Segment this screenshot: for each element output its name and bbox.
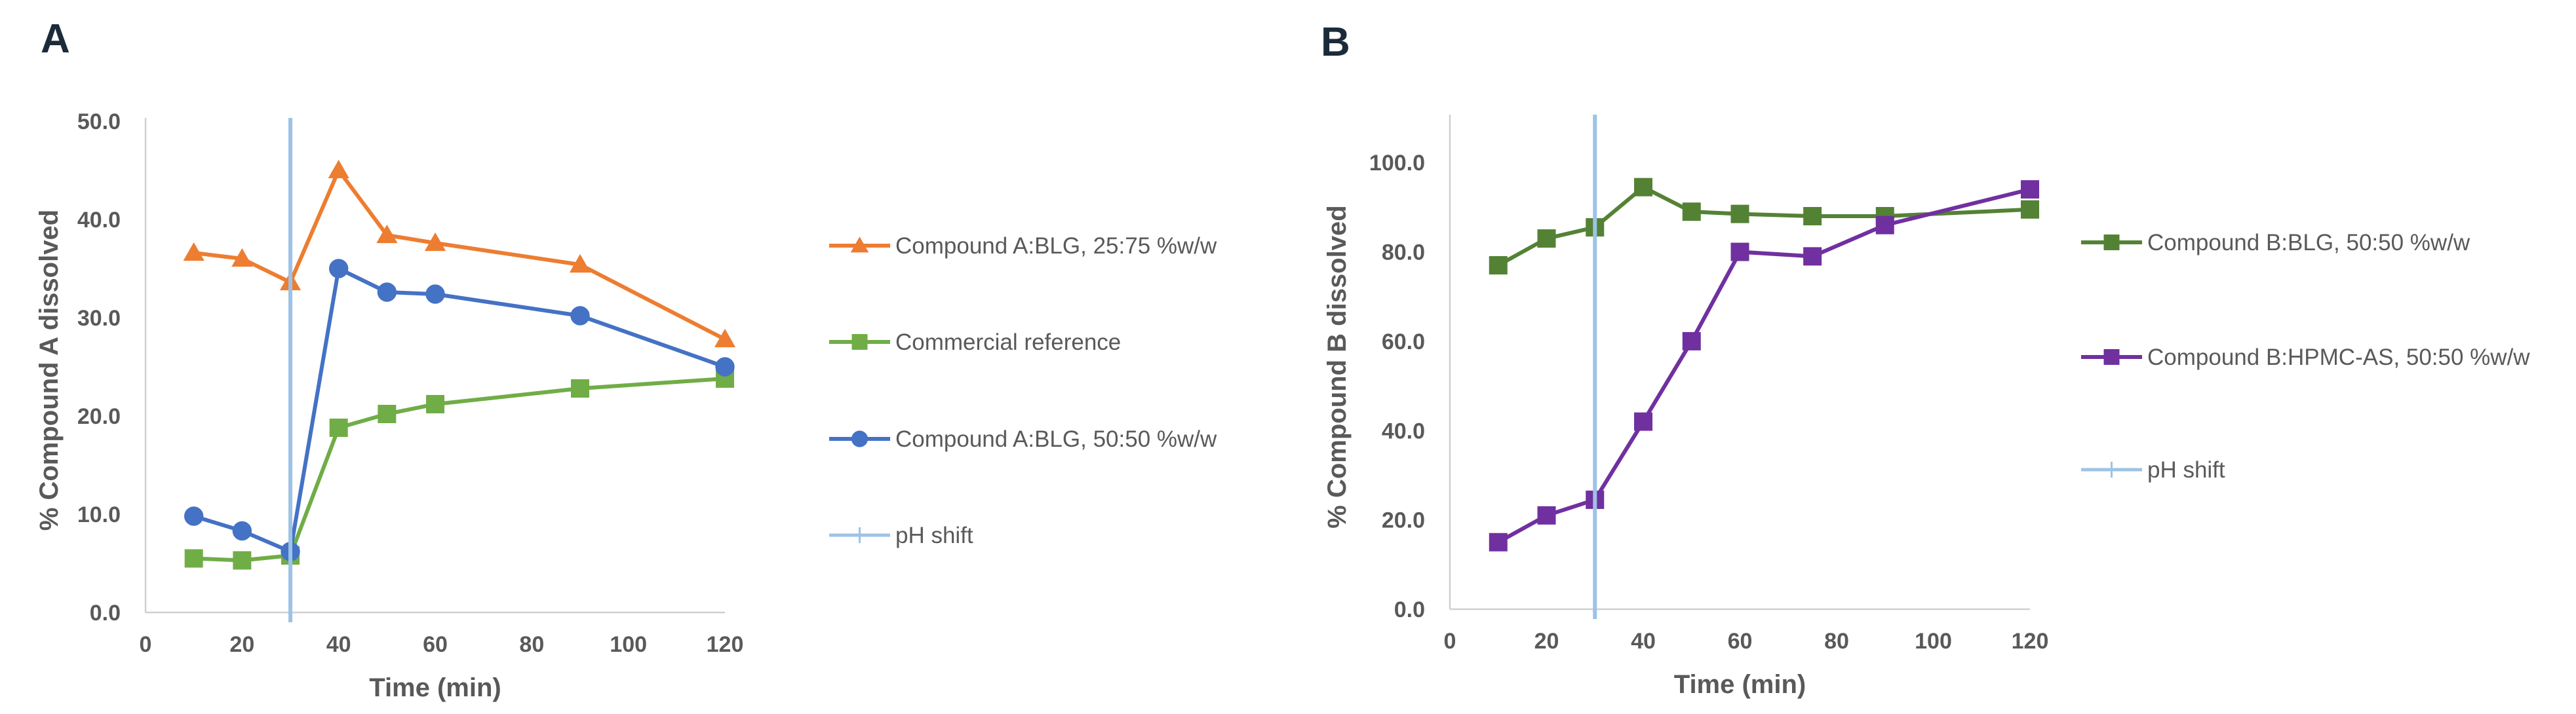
legend-entry-ph-shift: pH shift xyxy=(2081,457,2225,483)
data-point-commercial-reference xyxy=(378,405,397,423)
series-compound-b-blg-50-50-w-w xyxy=(1489,178,2039,274)
x-tick-label: 100 xyxy=(610,632,647,657)
data-point-compound-a-blg-50-50-w-w xyxy=(232,521,252,541)
legend-label: Compound B:BLG, 50:50 %w/w xyxy=(2147,230,2470,255)
data-point-compound-b-blg-50-50-w-w xyxy=(2021,200,2039,219)
x-tick-label: 120 xyxy=(2012,629,2049,654)
chart-panel-a: A 0.0 10.0 20.0 30.0 40.0 50.0 0 20 40 60 80 100 120 T… xyxy=(35,16,1217,702)
legend-label: Commercial reference xyxy=(895,329,1121,355)
data-point-compound-a-blg-50-50-w-w xyxy=(570,306,590,326)
chart-panel-b: B 0.0 20.0 40.0 60.0 80.0 100.0 0 20 40 60 80 100 120… xyxy=(1321,20,2530,699)
legend-entry-compound-a-blg-50-50-w-w: Compound A:BLG, 50:50 %w/w xyxy=(829,426,1217,452)
data-point-compound-b-blg-50-50-w-w xyxy=(1489,256,1508,274)
y-tick-label: 60.0 xyxy=(1382,329,1425,354)
series-line-commercial-reference xyxy=(191,377,727,563)
data-point-compound-b-blg-50-50-w-w xyxy=(1803,207,1822,225)
x-tick-label: 40 xyxy=(1631,629,1656,654)
y-tick-label: 0.0 xyxy=(90,601,121,626)
series-line-compound-b-hpmc-as-50-50-w-w xyxy=(1496,187,2032,544)
x-tick-label: 80 xyxy=(519,632,544,657)
y-tick-label: 100.0 xyxy=(1369,151,1425,176)
data-point-compound-b-blg-50-50-w-w xyxy=(1537,229,1556,248)
data-point-compound-b-hpmc-as-50-50-w-w xyxy=(1730,242,1749,261)
data-point-compound-a-blg-50-50-w-w xyxy=(715,357,735,377)
data-point-compound-b-hpmc-as-50-50-w-w xyxy=(1875,216,1894,235)
data-point-compound-b-hpmc-as-50-50-w-w xyxy=(1803,247,1822,266)
data-point-commercial-reference xyxy=(184,549,203,568)
legend-label: Compound B:HPMC-AS, 50:50 %w/w xyxy=(2147,345,2530,370)
x-tick-label: 60 xyxy=(423,632,448,657)
legend-swatch-marker xyxy=(851,334,868,350)
data-point-compound-a-blg-25-75-w-w xyxy=(183,242,205,261)
data-point-compound-a-blg-25-75-w-w xyxy=(231,248,253,267)
series-compound-a-blg-25-75-w-w xyxy=(183,159,736,348)
data-point-compound-a-blg-25-75-w-w xyxy=(328,159,349,179)
data-point-compound-a-blg-25-75-w-w xyxy=(569,254,591,273)
y-tick-label: 0.0 xyxy=(1394,597,1425,622)
x-tick-label: 80 xyxy=(1824,629,1849,654)
y-axis-title: % Compound B dissolved xyxy=(1323,205,1352,528)
y-tick-label: 40.0 xyxy=(1382,419,1425,443)
data-point-commercial-reference xyxy=(233,551,252,570)
x-tick-label: 100 xyxy=(1915,629,1952,654)
data-point-compound-b-hpmc-as-50-50-w-w xyxy=(1489,533,1508,552)
data-point-compound-b-hpmc-as-50-50-w-w xyxy=(1682,331,1701,350)
y-tick-label: 40.0 xyxy=(77,208,121,233)
x-tick-label: 40 xyxy=(326,632,351,657)
legend-swatch-marker xyxy=(851,430,868,447)
legend-entry-commercial-reference: Commercial reference xyxy=(829,329,1121,355)
series-commercial-reference xyxy=(184,369,734,570)
data-point-compound-a-blg-50-50-w-w xyxy=(184,506,204,526)
y-tick-label: 30.0 xyxy=(77,306,121,331)
y-tick-label: 50.0 xyxy=(77,109,121,134)
data-point-compound-b-blg-50-50-w-w xyxy=(1730,204,1749,223)
data-point-compound-a-blg-50-50-w-w xyxy=(425,284,445,304)
legend-label: Compound A:BLG, 50:50 %w/w xyxy=(895,426,1217,452)
legend-entry-compound-b-blg-50-50-w-w: Compound B:BLG, 50:50 %w/w xyxy=(2081,230,2470,255)
data-point-commercial-reference xyxy=(426,395,444,413)
x-tick-label: 0 xyxy=(140,632,152,657)
data-point-commercial-reference xyxy=(571,379,589,398)
legend-entry-compound-a-blg-25-75-w-w: Compound A:BLG, 25:75 %w/w xyxy=(829,233,1217,259)
data-point-compound-a-blg-25-75-w-w xyxy=(424,232,446,252)
legend-label: Compound A:BLG, 25:75 %w/w xyxy=(895,233,1217,259)
y-tick-label: 20.0 xyxy=(77,404,121,429)
x-axis-title: Time (min) xyxy=(1674,670,1806,699)
legend-entry-compound-b-hpmc-as-50-50-w-w: Compound B:HPMC-AS, 50:50 %w/w xyxy=(2081,345,2530,370)
y-tick-label: 10.0 xyxy=(77,502,121,527)
data-point-compound-a-blg-25-75-w-w xyxy=(376,224,398,244)
legend-swatch-marker xyxy=(2103,349,2120,365)
y-tick-label: 20.0 xyxy=(1382,508,1425,533)
panel-letter: A xyxy=(41,16,70,62)
legend-swatch-marker xyxy=(850,236,869,253)
series-line-compound-a-blg-25-75-w-w xyxy=(191,168,727,341)
data-point-compound-b-blg-50-50-w-w xyxy=(1682,202,1701,221)
series-compound-b-hpmc-as-50-50-w-w xyxy=(1489,180,2039,552)
series-line-compound-a-blg-50-50-w-w xyxy=(191,267,727,554)
x-tick-label: 60 xyxy=(1728,629,1753,654)
x-tick-label: 20 xyxy=(229,632,254,657)
y-axis-title: % Compound A dissolved xyxy=(35,210,64,531)
y-tick-label: 80.0 xyxy=(1382,240,1425,265)
legend-label: pH shift xyxy=(895,523,973,548)
data-point-compound-a-blg-25-75-w-w xyxy=(714,328,736,348)
data-point-compound-b-blg-50-50-w-w xyxy=(1634,178,1652,197)
legend-label: pH shift xyxy=(2147,457,2225,483)
legend-entry-ph-shift: pH shift xyxy=(829,523,973,548)
data-point-compound-a-blg-50-50-w-w xyxy=(328,259,349,278)
panel-letter: B xyxy=(1321,20,1350,65)
data-point-compound-b-hpmc-as-50-50-w-w xyxy=(1537,506,1556,525)
x-tick-label: 20 xyxy=(1534,629,1559,654)
x-axis-title: Time (min) xyxy=(369,673,501,702)
data-point-compound-a-blg-50-50-w-w xyxy=(377,282,397,302)
x-tick-label: 120 xyxy=(707,632,744,657)
legend-swatch-marker xyxy=(2103,235,2120,250)
series-compound-a-blg-50-50-w-w xyxy=(184,259,735,561)
data-point-compound-b-hpmc-as-50-50-w-w xyxy=(2021,180,2039,199)
data-point-commercial-reference xyxy=(329,419,348,437)
x-tick-label: 0 xyxy=(1444,629,1456,654)
data-point-compound-b-hpmc-as-50-50-w-w xyxy=(1634,412,1652,431)
